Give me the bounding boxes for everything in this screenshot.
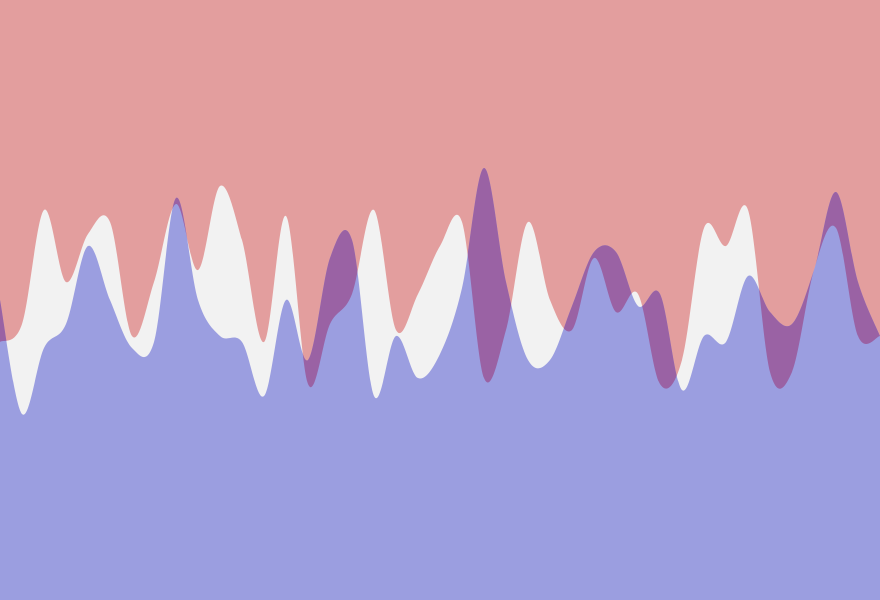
series-area-top [0, 0, 880, 389]
series-area-bottom [0, 167, 880, 600]
